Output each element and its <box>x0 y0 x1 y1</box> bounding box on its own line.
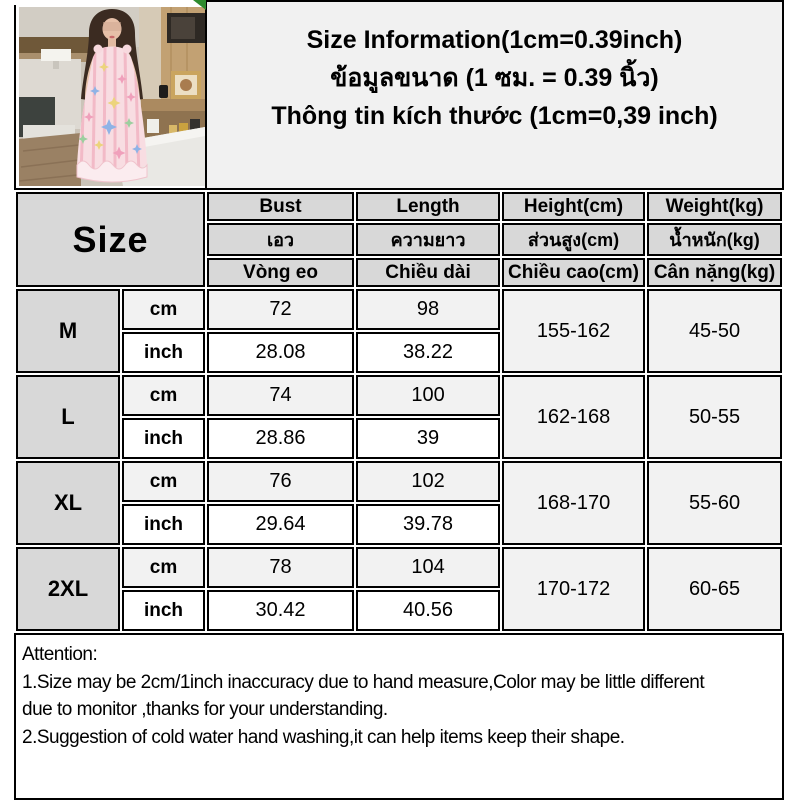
attention-note-1a: 1.Size may be 2cm/1inch inaccuracy due t… <box>22 671 705 693</box>
unit-label-inch: inch <box>122 504 206 545</box>
cell-l-length-cm: 100 <box>356 375 501 416</box>
size-table: Size Bust Length Height(cm) Weight(kg) เ… <box>14 190 784 633</box>
cell-xl-height: 168-170 <box>502 461 646 545</box>
col-header-bust-th: เอว <box>207 223 355 256</box>
cell-xl-bust-inch: 29.64 <box>207 504 355 545</box>
cell-m-length-inch: 38.22 <box>356 332 501 373</box>
title-thai: ข้อมูลขนาด (1 ซม. = 0.39 นิ้ว) <box>330 63 659 92</box>
table-row-l-cm: L cm 74 100 162-168 50-55 <box>16 375 783 459</box>
col-header-weight-th: น้ำหนัก(kg) <box>647 223 783 256</box>
header-row-english: Size Bust Length Height(cm) Weight(kg) <box>16 192 783 287</box>
content-area: Size Information(1cm=0.39inch) ข้อมูลขนา… <box>14 0 784 800</box>
title-english: Size Information(1cm=0.39inch) <box>306 25 683 54</box>
size-label-2xl: 2XL <box>16 547 120 631</box>
cell-xl-length-cm: 102 <box>356 461 501 502</box>
size-label-l: L <box>16 375 120 459</box>
product-photo-illustration <box>19 7 205 186</box>
cell-2xl-length-cm: 104 <box>356 547 501 588</box>
unit-label-inch: inch <box>122 332 206 373</box>
unit-label-cm: cm <box>122 547 206 588</box>
table-row-m-inch: inch 28.08 38.22 <box>16 332 782 373</box>
col-header-length-vi: Chiều dài <box>356 258 501 287</box>
col-header-height-vi: Chiều cao(cm) <box>502 258 646 287</box>
table-row-2xl-cm: 2XL cm 78 104 170-172 60-65 <box>16 547 783 631</box>
col-header-length-th: ความยาว <box>356 223 501 256</box>
col-header-length-en: Length <box>356 192 501 221</box>
cell-l-bust-inch: 28.86 <box>207 418 355 459</box>
table-row-m-cm: M cm 72 98 155-162 45-50 <box>16 289 783 373</box>
cell-l-height: 162-168 <box>502 375 646 459</box>
top-section: Size Information(1cm=0.39inch) ข้อมูลขนา… <box>14 0 784 190</box>
cell-xl-length-inch: 39.78 <box>356 504 501 545</box>
unit-label-cm: cm <box>122 461 206 502</box>
table-row-2xl-inch: inch 30.42 40.56 <box>16 590 782 631</box>
col-header-weight-vi: Cân nặng(kg) <box>647 258 783 287</box>
attention-note-1b: due to monitor ,thanks for your understa… <box>22 699 388 720</box>
cell-m-bust-inch: 28.08 <box>207 332 355 373</box>
col-header-height-th: ส่วนสูง(cm) <box>502 223 646 256</box>
header-row-thai: เอว ความยาว ส่วนสูง(cm) น้ำหนัก(kg) <box>16 223 783 256</box>
cell-m-length-cm: 98 <box>356 289 501 330</box>
cell-l-length-inch: 39 <box>356 418 501 459</box>
green-corner-marker <box>193 0 206 10</box>
cell-2xl-weight: 60-65 <box>647 547 783 631</box>
col-header-weight-en: Weight(kg) <box>647 192 783 221</box>
cell-m-weight: 45-50 <box>647 289 783 373</box>
cell-m-height: 155-162 <box>502 289 646 373</box>
unit-label-inch: inch <box>122 590 206 631</box>
size-information-title-box: Size Information(1cm=0.39inch) ข้อมูลขนา… <box>205 0 784 190</box>
cell-2xl-height: 170-172 <box>502 547 646 631</box>
cell-2xl-length-inch: 40.56 <box>356 590 501 631</box>
unit-label-cm: cm <box>122 375 206 416</box>
table-row-xl-inch: inch 29.64 39.78 <box>16 504 782 545</box>
cell-2xl-bust-inch: 30.42 <box>207 590 355 631</box>
product-photo <box>14 5 205 190</box>
cell-xl-bust-cm: 76 <box>207 461 355 502</box>
cell-xl-weight: 55-60 <box>647 461 783 545</box>
table-row-xl-cm: XL cm 76 102 168-170 55-60 <box>16 461 783 545</box>
table-row-l-inch: inch 28.86 39 <box>16 418 782 459</box>
unit-label-inch: inch <box>122 418 206 459</box>
col-header-bust-en: Bust <box>207 192 355 221</box>
size-label-xl: XL <box>16 461 120 545</box>
size-label-m: M <box>16 289 120 373</box>
cell-l-weight: 50-55 <box>647 375 783 459</box>
cell-l-bust-cm: 74 <box>207 375 355 416</box>
attention-note-2: 2.Suggestion of cold water hand washing,… <box>22 726 625 748</box>
attention-title: Attention: <box>22 644 98 665</box>
col-header-bust-vi: Vòng eo <box>207 258 355 287</box>
cell-2xl-bust-cm: 78 <box>207 547 355 588</box>
cell-m-bust-cm: 72 <box>207 289 355 330</box>
unit-label-cm: cm <box>122 289 206 330</box>
title-vietnamese: Thông tin kích thước (1cm=0,39 inch) <box>271 101 718 130</box>
attention-box: Attention: 1.Size may be 2cm/1inch inacc… <box>14 633 784 800</box>
col-header-height-en: Height(cm) <box>502 192 646 221</box>
header-row-vietnamese: Vòng eo Chiều dài Chiều cao(cm) Cân nặng… <box>16 258 783 287</box>
size-corner-cell: Size <box>16 192 206 287</box>
